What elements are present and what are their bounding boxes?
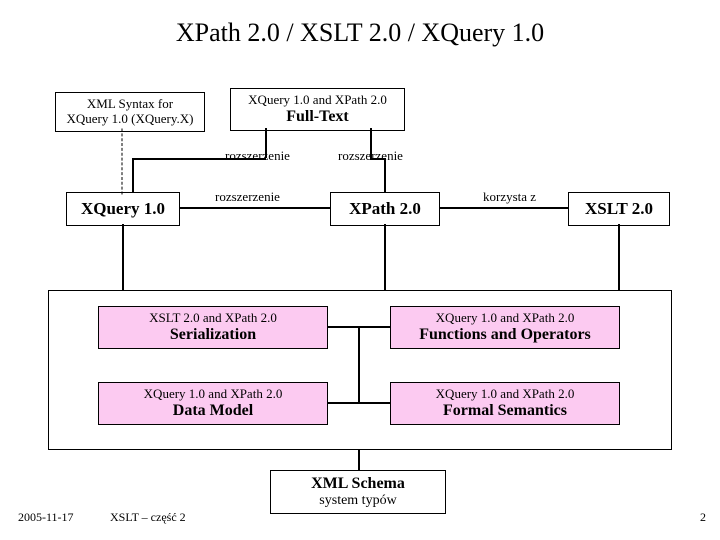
serialization-line2: Serialization [105,326,321,344]
edge-label-3: rozszerzenie [215,189,280,205]
serialization-line1: XSLT 2.0 and XPath 2.0 [105,311,321,326]
schema-box: XML Schema system typów [270,470,446,514]
functions-line1: XQuery 1.0 and XPath 2.0 [397,311,613,326]
conn-vert [358,326,360,403]
edge-fulltext-down1b [132,158,134,192]
footer-note: XSLT – część 2 [110,510,186,525]
formal-line2: Formal Semantics [397,402,613,420]
drop-xquery [122,224,124,290]
xml-syntax-line2: XQuery 1.0 (XQuery.X) [62,112,198,127]
formal-line1: XQuery 1.0 and XPath 2.0 [397,387,613,402]
drop-xpath [384,224,386,290]
drop-xslt [618,224,620,290]
datamodel-line1: XQuery 1.0 and XPath 2.0 [105,387,321,402]
xpath-box: XPath 2.0 [330,192,440,226]
xml-syntax-box: XML Syntax for XQuery 1.0 (XQuery.X) [55,92,205,132]
edge-label-2: rozszerzenie [338,148,403,164]
xml-syntax-line1: XML Syntax for [62,97,198,112]
xquery-box: XQuery 1.0 [66,192,180,226]
edge-xquery-xpath [180,207,330,209]
edge-label-1: rozszerzenie [225,148,290,164]
datamodel-box: XQuery 1.0 and XPath 2.0 Data Model [98,382,328,425]
edge-xmlsyntax-xquery [122,129,123,195]
footer-page: 2 [700,510,706,525]
conn-schema [358,450,360,470]
schema-line2: system typów [277,493,439,509]
serialization-box: XSLT 2.0 and XPath 2.0 Serialization [98,306,328,349]
edge-xpath-xslt [440,207,568,209]
footer-date: 2005-11-17 [18,510,74,525]
fulltext-box: XQuery 1.0 and XPath 2.0 Full-Text [230,88,405,131]
fulltext-line1: XQuery 1.0 and XPath 2.0 [237,93,398,108]
formal-box: XQuery 1.0 and XPath 2.0 Formal Semantic… [390,382,620,425]
functions-box: XQuery 1.0 and XPath 2.0 Functions and O… [390,306,620,349]
fulltext-line2: Full-Text [237,108,398,126]
functions-line2: Functions and Operators [397,326,613,344]
edge-label-4: korzysta z [483,189,536,205]
datamodel-line2: Data Model [105,402,321,420]
xslt-box: XSLT 2.0 [568,192,670,226]
schema-line1: XML Schema [277,475,439,493]
page-title: XPath 2.0 / XSLT 2.0 / XQuery 1.0 [60,18,660,48]
